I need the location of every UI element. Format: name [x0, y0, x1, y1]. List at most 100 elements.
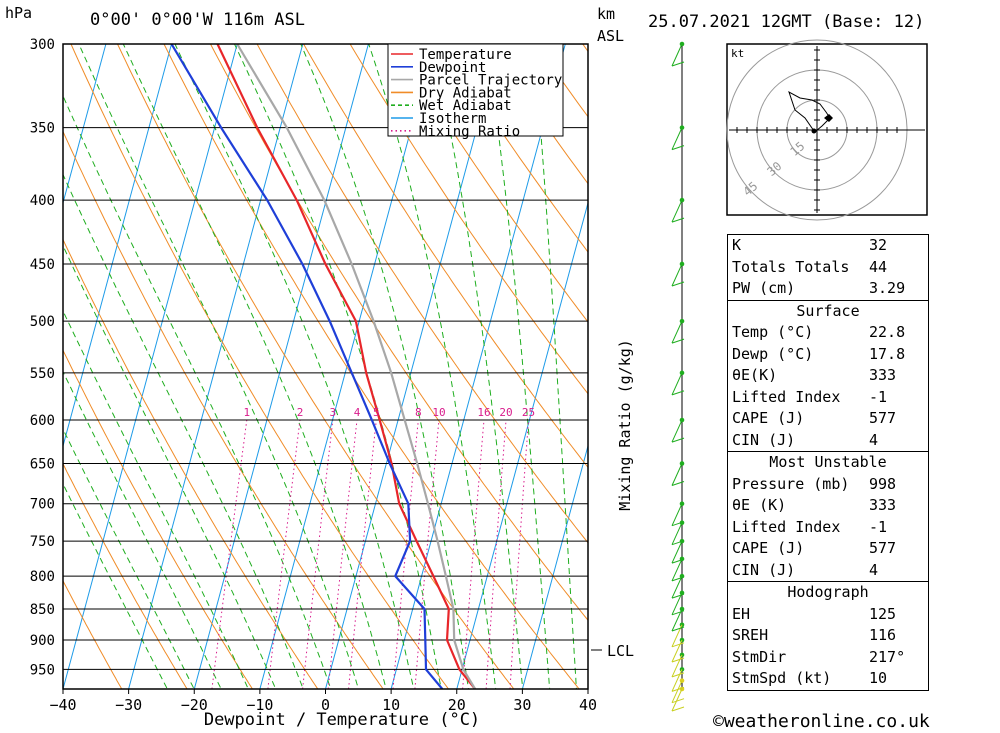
hodograph-storm-marker — [824, 114, 833, 122]
most-unstable-value: 333 — [869, 496, 897, 514]
pressure-tick-label: 750 — [30, 534, 55, 550]
legend-label: Wet Adiabat — [419, 98, 512, 114]
surface-row: CIN (J) 4 — [728, 430, 928, 452]
hodograph-origin-dot — [811, 128, 817, 134]
surface-row: θE(K) 333 — [728, 365, 928, 387]
most-unstable-title: Most Unstable — [728, 451, 928, 474]
x-tick-label: −20 — [181, 696, 208, 714]
surface-row: Temp (°C) 22.8 — [728, 322, 928, 344]
mixing-ratio-line — [211, 420, 248, 689]
isotherm-line — [63, 44, 172, 448]
wind-barb-dot — [679, 125, 685, 130]
legend-box — [387, 43, 564, 137]
most-unstable-value: -1 — [869, 517, 888, 536]
isotherm-line — [521, 444, 588, 689]
mixing-ratio-labels: 1 2 3 4 5 8 10 16 20 25 — [243, 406, 535, 419]
wet-adiabat-line — [63, 94, 332, 689]
wind-barb-staff — [671, 320, 683, 344]
dry-adiabat-line — [63, 579, 123, 689]
x-tick-label: −30 — [115, 696, 142, 714]
wind-barb-staff — [671, 503, 683, 526]
wind-barb-flag — [671, 686, 685, 692]
wet-adiabat-line — [63, 309, 249, 689]
hodograph-stat-value: 116 — [869, 626, 897, 644]
surface-label: CIN (J) — [732, 430, 796, 449]
mixing-ratio-lines — [211, 420, 529, 689]
isotherm-line — [193, 44, 369, 689]
most-unstable-label: Lifted Index — [732, 517, 841, 536]
most-unstable-label: CIN (J) — [732, 560, 796, 579]
dry-adiabat-line — [63, 462, 188, 689]
x-tick-label: 40 — [579, 696, 597, 714]
mixing-ratio-line — [462, 420, 485, 689]
wind-barb-staff — [671, 127, 683, 150]
mixing-ratio-label: 4 — [354, 406, 361, 419]
hodograph-block: EH 125 SREH 116 StmDir 217° StmSpd (kt) 10 — [728, 604, 928, 690]
mixing-ratio-line — [414, 420, 440, 689]
hodograph-stat-value: 217° — [869, 647, 906, 666]
wind-barb-flag — [671, 145, 685, 151]
x-axis-label: Dewpoint / Temperature (°C) — [204, 710, 480, 730]
surface-value: 577 — [869, 409, 897, 427]
wind-barb-staff — [671, 419, 683, 443]
isotherm-lines — [63, 44, 588, 689]
most-unstable-label: θE (K) — [732, 496, 787, 514]
wind-barb-staff — [671, 654, 683, 678]
isotherm-line — [390, 44, 566, 689]
wind-barb-flag — [671, 706, 685, 712]
lcl-label: LCL — [607, 642, 634, 660]
most-unstable-value: 4 — [869, 560, 879, 579]
mixing-ratio-line — [485, 420, 507, 689]
wet-adiabat-line — [300, 44, 470, 689]
wind-barb-flag — [671, 593, 685, 599]
pressure-tick-labels: 300 350 400 450 500 550 600 650 700 750 800 850 900 9… — [30, 37, 55, 678]
wet-adiabat-line — [174, 44, 415, 689]
isotherm-line — [63, 44, 238, 689]
x-tick-label: 10 — [382, 696, 400, 714]
index-row: K 32 — [728, 235, 928, 257]
mixing-ratio-label: 16 — [477, 406, 490, 419]
dewpoint-line — [170, 44, 444, 689]
wind-barb-flag — [671, 610, 685, 616]
legend-label: Parcel Trajectory — [419, 73, 562, 89]
mixing-ratio-line — [392, 420, 419, 689]
wind-barb-flag — [671, 61, 685, 67]
dry-adiabat-line — [63, 238, 319, 689]
surface-value: 4 — [869, 430, 879, 449]
dry-adiabat-line — [163, 44, 580, 689]
most-unstable-label: Pressure (mb) — [732, 474, 850, 493]
mixing-ratio-label: 2 — [297, 406, 304, 419]
surface-value: 22.8 — [869, 323, 906, 341]
mixing-ratio-label: 8 — [415, 406, 422, 419]
legend-label: Dewpoint — [419, 60, 486, 76]
dry-adiabat-line — [442, 44, 588, 253]
pressure-tick-label: 500 — [30, 314, 55, 330]
wind-barb-flag — [671, 558, 685, 564]
index-value: 32 — [869, 236, 888, 254]
pressure-tick-label: 850 — [30, 602, 55, 618]
dry-adiabat-line — [117, 44, 515, 689]
wind-barb-flag — [671, 698, 685, 704]
wet-adiabat-line — [63, 482, 168, 689]
surface-label: θE(K) — [732, 366, 778, 384]
wet-adiabat-line — [63, 244, 277, 689]
mixing-ratio-label: 3 — [329, 406, 336, 419]
pressure-tick-label: 300 — [30, 37, 55, 53]
surface-value: -1 — [869, 387, 888, 406]
hodograph-stat-value: 125 — [869, 604, 897, 623]
wind-barb-staff — [671, 575, 683, 599]
km-unit-label: km — [597, 5, 616, 23]
isotherm-line — [63, 44, 107, 205]
wet-adiabat-line — [533, 44, 577, 689]
wet-adiabat-line — [431, 44, 524, 689]
hodograph-stat-label: StmDir — [732, 647, 787, 666]
index-label: K — [732, 236, 742, 254]
hodograph-trace — [788, 90, 831, 132]
wet-adiabat-line — [78, 44, 360, 689]
wind-barb-flag — [671, 657, 685, 663]
wet-adiabat-lines — [63, 44, 577, 689]
mixing-ratio-line — [327, 420, 358, 689]
wind-barb-flag — [671, 626, 685, 632]
wind-barb-flag — [671, 281, 685, 287]
